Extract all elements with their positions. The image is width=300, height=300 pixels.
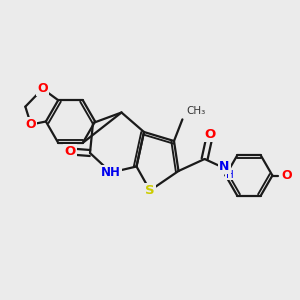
Text: O: O <box>281 169 292 182</box>
Text: H: H <box>226 170 234 180</box>
Text: O: O <box>64 145 76 158</box>
Text: NH: NH <box>101 166 121 179</box>
Text: CH₃: CH₃ <box>186 106 205 116</box>
Text: O: O <box>26 118 36 131</box>
Text: O: O <box>37 82 48 95</box>
Text: N: N <box>219 160 230 173</box>
Text: O: O <box>204 128 216 141</box>
Text: S: S <box>145 184 155 197</box>
